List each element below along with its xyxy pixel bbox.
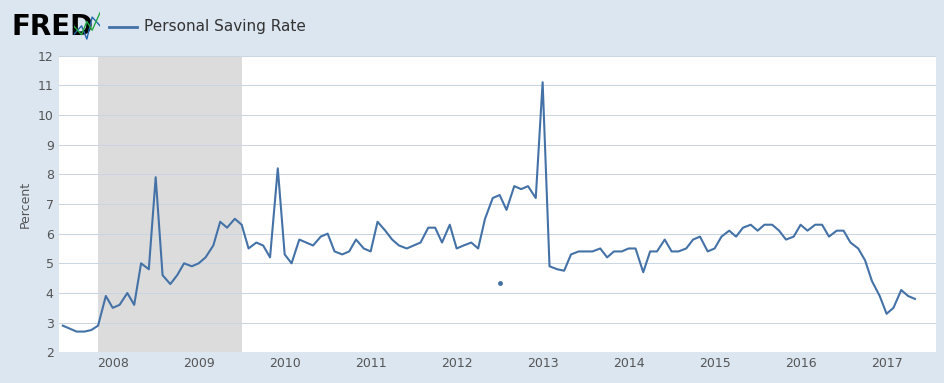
Text: Personal Saving Rate: Personal Saving Rate xyxy=(144,20,306,34)
Y-axis label: Percent: Percent xyxy=(19,180,32,228)
Bar xyxy=(98,56,242,352)
Text: FRED: FRED xyxy=(11,13,93,41)
